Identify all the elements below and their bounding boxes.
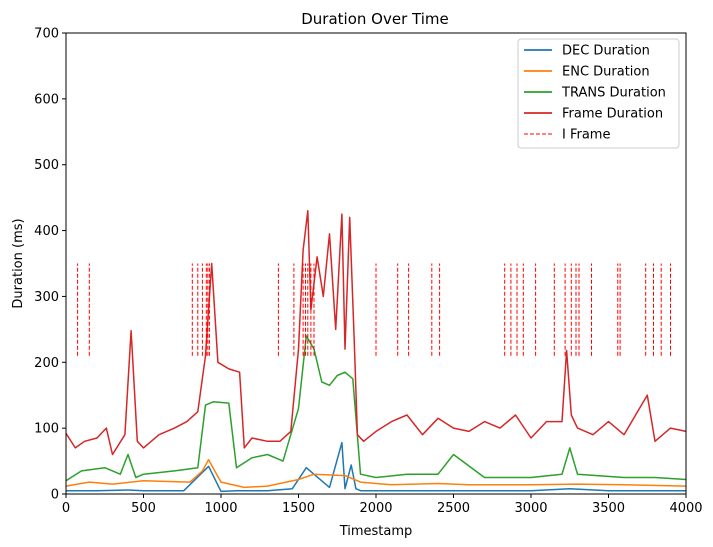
- legend-label: I Frame: [562, 128, 610, 143]
- y-axis: 0 100 200 300 400 500 600 700: [34, 27, 66, 503]
- series-line-enc-duration: [65, 459, 687, 489]
- y-tick-label: 700: [34, 27, 59, 42]
- x-tick-label: 0: [62, 501, 70, 516]
- legend-label: ENC Duration: [562, 65, 650, 80]
- y-tick-label: 0: [51, 488, 59, 503]
- y-tick-label: 400: [34, 224, 59, 239]
- series-line-dec-duration: [66, 441, 686, 493]
- legend: DEC Duration ENC Duration TRANS Duration Fr…: [517, 38, 680, 149]
- x-tick-label: 1000: [204, 501, 237, 516]
- x-axis-title: Timestamp: [339, 524, 413, 539]
- y-tick-label: 500: [34, 158, 59, 173]
- x-tick-label: 3000: [514, 501, 547, 516]
- y-tick-label: 100: [34, 422, 59, 437]
- x-tick-label: 3500: [592, 501, 625, 516]
- y-tick-label: 200: [34, 356, 59, 371]
- x-tick-label: 1500: [282, 501, 315, 516]
- y-axis-title: Duration (ms): [11, 218, 26, 308]
- series-line-frame-duration: [65, 210, 687, 456]
- legend-label: DEC Duration: [562, 44, 650, 59]
- x-tick-label: 2000: [359, 501, 392, 516]
- y-tick-label: 600: [34, 92, 59, 107]
- legend-label: TRANS Duration: [561, 86, 666, 101]
- x-tick-label: 4000: [669, 501, 702, 516]
- y-tick-label: 300: [34, 290, 59, 305]
- x-axis: 0 500 1000 1500 2000 2500 3000 3500 4000: [62, 494, 703, 516]
- legend-box: [517, 38, 680, 149]
- legend-label: Frame Duration: [562, 107, 663, 122]
- x-tick-label: 2500: [437, 501, 470, 516]
- plot-area: [65, 210, 687, 493]
- x-tick-label: 500: [131, 501, 156, 516]
- chart-title: Duration Over Time: [301, 10, 448, 28]
